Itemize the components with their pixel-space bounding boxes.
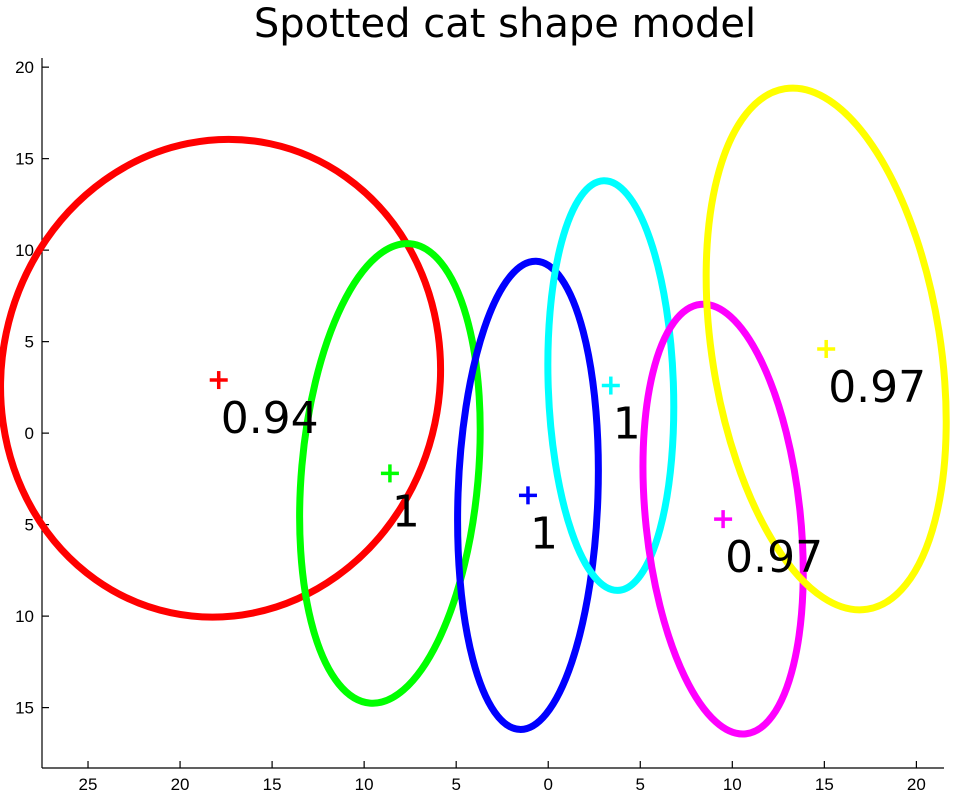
x-tick-label: 20: [907, 775, 926, 794]
y-tick-label: 10: [15, 607, 34, 626]
center-marker: [380, 464, 399, 483]
x-tick-label: 10: [355, 775, 374, 794]
plot-axes: [41, 58, 944, 769]
y-tick-label: 0: [25, 424, 34, 443]
x-tick-label: 15: [815, 775, 834, 794]
x-tick-label: 0: [543, 775, 552, 794]
center-marker: [601, 376, 620, 395]
y-tick-label: 5: [25, 516, 34, 535]
part-score-label: 1: [392, 486, 420, 537]
part-score-label: 1: [530, 508, 558, 559]
y-tick-label: 10: [15, 241, 34, 260]
y-tick-label: 20: [15, 58, 34, 77]
y-ticks: 20 15 10 5 0 5 10 15: [15, 58, 49, 718]
part-ellipse: [0, 135, 445, 621]
x-tick-label: 15: [263, 775, 282, 794]
part-ellipse: [454, 257, 602, 733]
part-score-label: 0.97: [828, 362, 926, 413]
x-tick-label: 5: [451, 775, 460, 794]
part-score-label: 0.94: [221, 393, 319, 444]
center-marker: [817, 339, 836, 358]
center-marker: [209, 371, 228, 390]
y-tick-label: 5: [25, 333, 34, 352]
x-tick-label: 5: [636, 775, 645, 794]
part-ellipse: [296, 240, 484, 707]
chart-title: Spotted cat shape model: [254, 1, 756, 47]
y-tick-label: 15: [15, 699, 34, 718]
part-score-labels: 0.94 1 1 1 0.97 0.97: [221, 362, 926, 583]
part-ellipse: [639, 300, 807, 738]
x-tick-label: 10: [723, 775, 742, 794]
part-score-label: 1: [613, 399, 641, 450]
x-tick-label: 20: [171, 775, 190, 794]
x-ticks: 25 20 15 10 5 0 5 10 15 20: [79, 761, 926, 794]
center-marker: [714, 510, 733, 529]
part-ellipse: [544, 177, 678, 594]
part-score-label: 0.97: [725, 532, 823, 583]
part-ellipse: [702, 84, 950, 614]
part-center-markers: [209, 339, 836, 529]
x-tick-label: 25: [79, 775, 98, 794]
y-tick-label: 15: [15, 150, 34, 169]
part-ellipses: [0, 84, 950, 738]
center-marker: [518, 486, 537, 505]
